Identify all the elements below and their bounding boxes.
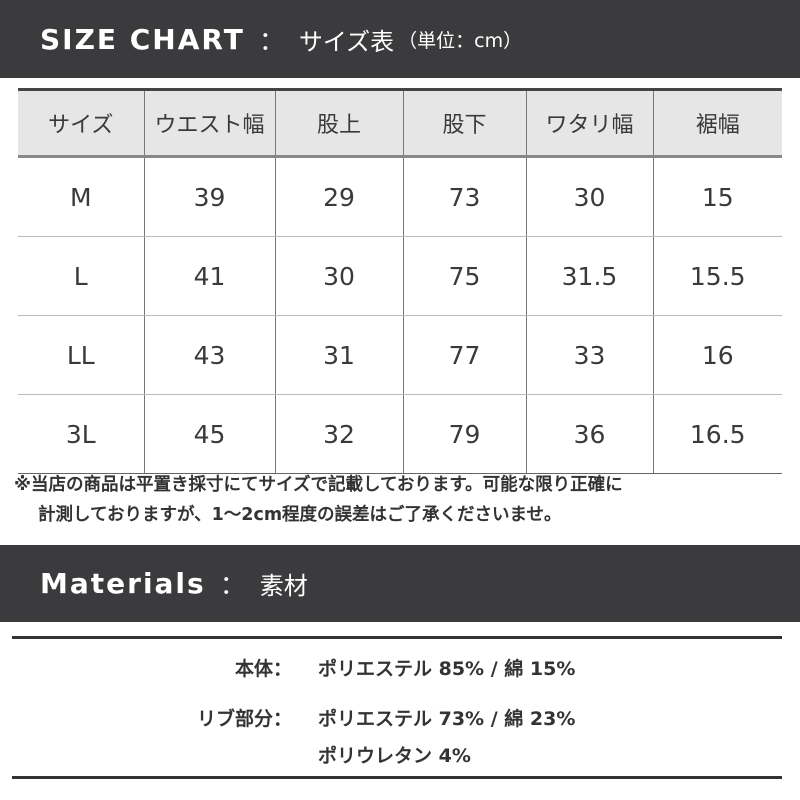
divider [12,636,782,639]
measurement-note: ※当店の商品は平置き採寸にてサイズで記載しております。可能な限り正確に 計測して… [14,470,623,530]
material-label: 本体： [234,658,292,680]
size-cell: L [18,236,144,316]
size-cell: LL [18,315,144,395]
value-cell: 75 [402,236,526,316]
value-cell: 29 [274,156,403,237]
header-cell: 股下 [402,88,526,158]
header-cell: ウエスト幅 [143,88,275,158]
material-value: ポリウレタン 4% [318,745,471,767]
value-cell: 15 [652,156,782,237]
value-cell: 77 [402,315,526,395]
value-cell: 39 [143,156,275,237]
value-cell: 41 [143,236,275,316]
unit-label: （単位：cm） [398,29,523,52]
size-cell: 3L [18,394,144,474]
value-cell: 73 [402,156,526,237]
value-cell: 16.5 [652,394,782,474]
value-cell: 45 [143,394,275,474]
size-chart-header: SIZE CHART ： サイズ表 （単位：cm） [0,0,800,78]
value-cell: 79 [402,394,526,474]
header-cell: ワタリ幅 [525,88,653,158]
size-table: サイズ ウエスト幅 股上 股下 ワタリ幅 裾幅 M 39 29 73 30 15 L 41 30… [18,88,782,474]
size-chart-title-jp: サイズ表 [298,27,395,56]
value-cell: 32 [274,394,403,474]
material-value: ポリエステル 85% / 綿 15% [318,658,576,680]
value-cell: 36 [525,394,653,474]
value-cell: 15.5 [652,236,782,316]
value-cell: 31 [274,315,403,395]
value-cell: 31.5 [525,236,653,316]
materials-title-jp: 素材 [259,572,308,600]
value-cell: 33 [525,315,653,395]
size-chart-title: SIZE CHART [40,22,245,56]
separator: ： [219,571,246,601]
materials-title: Materials [40,567,206,600]
size-cell: M [18,156,144,237]
divider [12,776,782,779]
materials-header: Materials ： 素材 [0,545,800,622]
value-cell: 16 [652,315,782,395]
value-cell: 30 [274,236,403,316]
header-cell: 股上 [274,88,403,158]
value-cell: 43 [143,315,275,395]
note-line: ※当店の商品は平置き採寸にてサイズで記載しております。可能な限り正確に [14,475,623,495]
material-label: リブ部分： [196,708,292,730]
table-header-row: サイズ ウエスト幅 股上 股下 ワタリ幅 裾幅 [18,88,782,158]
table-row: M 39 29 73 30 15 [18,156,782,237]
header-cell: サイズ [18,88,144,158]
value-cell: 30 [525,156,653,237]
header-cell: 裾幅 [652,88,782,158]
table-row: LL 43 31 77 33 16 [18,315,782,395]
separator: ： [258,26,285,57]
note-line: 計測しておりますが、1～2cm程度の誤差はご了承くださいませ。 [38,505,562,525]
table-row: 3L 45 32 79 36 16.5 [18,394,782,474]
table-row: L 41 30 75 31.5 15.5 [18,236,782,316]
material-value: ポリエステル 73% / 綿 23% [318,708,576,730]
